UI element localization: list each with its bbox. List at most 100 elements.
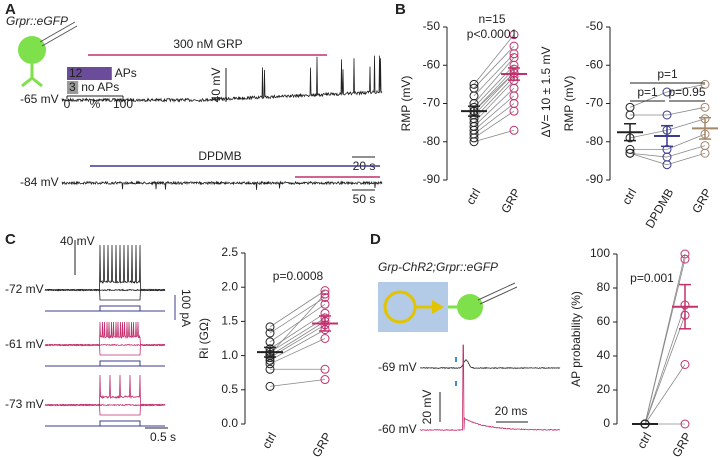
scale-label: 100 pA	[179, 289, 193, 327]
voltage-trace	[44, 374, 166, 407]
drug-label: DPDMB	[198, 149, 241, 163]
stimulus-step	[99, 360, 141, 367]
proportion-bar	[67, 67, 112, 80]
pipette	[477, 282, 518, 305]
voltage-trace	[420, 359, 561, 370]
synapse	[432, 300, 444, 314]
y-axis-label: RMP (mV)	[562, 76, 576, 132]
pair-line	[269, 293, 326, 355]
y-tick-label: 20	[597, 382, 611, 396]
y-tick-label: -90	[423, 172, 441, 186]
y-tick-label: -80	[586, 134, 604, 148]
data-point	[509, 49, 519, 59]
y-axis-label: RMP (mV)	[399, 76, 413, 132]
pair-line	[629, 152, 668, 166]
data-point	[265, 359, 275, 369]
pair-line	[473, 34, 515, 85]
y-axis-label: Ri (GΩ)	[197, 318, 211, 359]
pair-line	[629, 152, 668, 158]
pair-line	[473, 95, 515, 131]
pair-line	[269, 303, 326, 343]
pair-line	[269, 329, 326, 361]
pipette	[39, 21, 78, 47]
panel-label: D	[370, 231, 381, 248]
membrane-potential: -84 mV	[20, 175, 59, 189]
pair-line	[473, 110, 515, 139]
voltage-trace	[44, 288, 166, 301]
drug-label: 300 nM GRP	[173, 37, 242, 51]
y-tick-label: 2.5	[221, 245, 238, 259]
data-point	[700, 79, 710, 89]
pair-line	[644, 364, 686, 425]
data-point	[320, 334, 330, 343]
cell-label: Grpr::eGFP	[6, 14, 68, 28]
pair-line	[666, 106, 706, 116]
membrane-potential: -69 mV	[378, 360, 417, 374]
pair-line	[666, 118, 706, 131]
voltage-trace	[44, 321, 166, 347]
pair-line	[269, 297, 326, 334]
p-value: p=0.0008	[273, 269, 324, 283]
data-point	[625, 110, 635, 120]
data-point	[662, 160, 672, 170]
panel-label: B	[395, 1, 406, 18]
pair-line	[629, 91, 668, 108]
pair-line	[473, 72, 515, 116]
pair-line	[644, 259, 686, 425]
category-label: GRP	[689, 186, 714, 216]
membrane-potential: -73 mV	[5, 397, 44, 411]
grpr-neuron	[18, 36, 46, 64]
grpr-neuron	[457, 294, 483, 320]
stimulus-step	[99, 420, 141, 427]
y-axis-label: AP probability (%)	[569, 291, 583, 387]
y-tick-label: -70	[586, 96, 604, 110]
pair-line	[473, 64, 515, 108]
pair-line	[473, 68, 515, 112]
scale-label: 40 mV	[60, 234, 95, 248]
voltage-trace	[44, 343, 166, 356]
bar-value: 3	[69, 80, 76, 94]
pair-line	[473, 76, 515, 120]
data-point	[700, 148, 710, 158]
category-label: ctrl	[619, 186, 639, 207]
y-tick-label: -50	[423, 19, 441, 33]
data-point	[469, 133, 479, 143]
y-tick-label: 1.0	[221, 348, 238, 362]
data-point	[469, 79, 479, 89]
p-value: p=1	[637, 85, 658, 99]
pair-line	[473, 45, 515, 89]
category-label: GRP	[669, 430, 694, 457]
y-tick-label: -70	[423, 96, 441, 110]
voltage-trace	[419, 344, 561, 432]
data-point	[265, 337, 275, 347]
category-label: GRP	[309, 430, 334, 457]
pair-line	[473, 129, 515, 143]
category-label: ctrl	[259, 430, 279, 451]
pair-line	[644, 304, 686, 425]
data-point	[320, 286, 330, 296]
stimulus-step	[99, 305, 141, 312]
voltage-trace	[44, 244, 166, 292]
pair-line	[269, 290, 326, 328]
scale-label: 20 mV	[420, 390, 434, 425]
pair-line	[473, 57, 515, 104]
data-point	[509, 30, 519, 40]
annotation: n=15	[478, 12, 505, 26]
data-point	[320, 292, 330, 302]
panel-label: C	[5, 231, 16, 248]
y-tick-label: -60	[586, 57, 604, 71]
pair-line	[269, 321, 326, 356]
category-label: GRP	[498, 186, 523, 216]
pair-line	[666, 152, 706, 166]
data-point	[320, 375, 330, 385]
annotation: ΔV= 10 ± 1.5 mV	[539, 47, 553, 138]
y-tick-label: -50	[586, 19, 604, 33]
category-label: ctrl	[634, 430, 654, 451]
data-point	[509, 106, 519, 116]
pair-line	[269, 312, 326, 350]
y-tick-label: -90	[586, 172, 604, 186]
membrane-potential: -72 mV	[5, 282, 44, 296]
membrane-potential: -65 mV	[20, 92, 59, 106]
p-value: p=1	[657, 67, 678, 81]
